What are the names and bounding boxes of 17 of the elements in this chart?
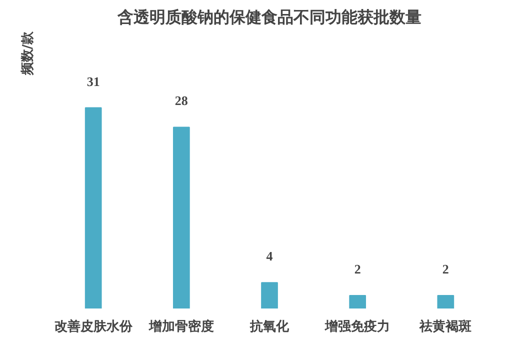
- x-tick-label: 抗氧化: [249, 318, 290, 334]
- x-tick-label: 增强免疫力: [324, 318, 390, 334]
- data-label: 2: [354, 262, 361, 277]
- chart-title: 含透明质酸钠的保健食品不同功能获批数量: [116, 8, 422, 26]
- bar: [261, 282, 278, 308]
- x-tick-label: 增加骨密度: [148, 318, 214, 334]
- bar: [349, 295, 366, 308]
- bar: [172, 126, 190, 308]
- bar: [84, 107, 102, 308]
- x-tick-label: 祛黄褐斑: [418, 318, 472, 334]
- data-label: 28: [174, 93, 188, 108]
- data-label: 2: [442, 262, 449, 277]
- bar: [437, 295, 454, 308]
- x-tick-label: 改善皮肤水份: [54, 318, 134, 334]
- data-label: 31: [86, 74, 100, 89]
- data-label: 4: [266, 248, 274, 264]
- y-axis-title: 频数/款: [20, 30, 36, 76]
